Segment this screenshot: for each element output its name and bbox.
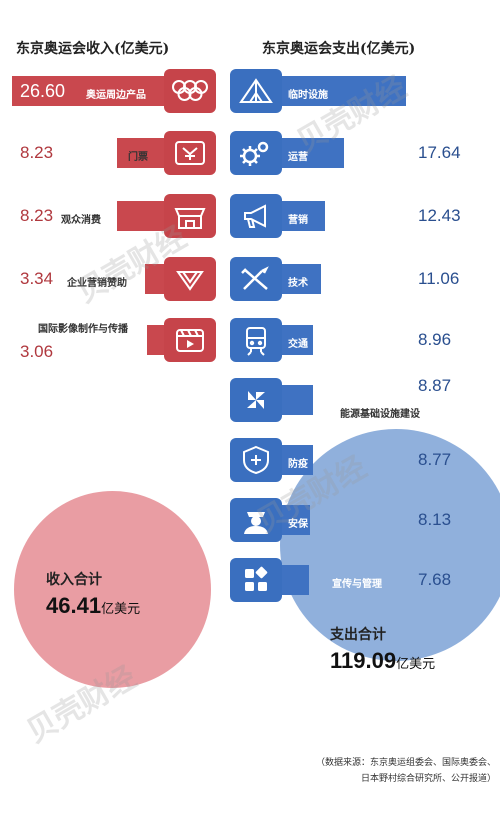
video-icon <box>176 329 204 352</box>
value-label-expense-7: 8.13 <box>418 510 452 529</box>
apps-icon-box <box>230 558 282 602</box>
expense-total-unit: 亿美元 <box>396 657 436 672</box>
megaphone-icon-box <box>230 194 282 238</box>
value-label-expense-4: 8.96 <box>418 330 452 349</box>
expense-title: 东京奥运会支出(亿美元) <box>262 41 416 57</box>
video-icon-box <box>164 318 216 362</box>
value-label-expense-6: 8.77 <box>418 450 452 469</box>
value-label-revenue-3: 3.34 <box>20 269 54 288</box>
shield-plus-icon <box>243 445 269 475</box>
value-label-expense-5: 8.87 <box>418 376 452 395</box>
apps-icon <box>245 566 268 591</box>
expense-total-value: 119.09亿美元 <box>330 648 435 674</box>
shop-icon-box <box>164 194 216 238</box>
value-label-expense-1: 17.64 <box>418 143 461 162</box>
tools-icon <box>241 266 269 290</box>
bar-expense-0 <box>282 76 406 106</box>
value-label-revenue-0: 26.60 <box>20 81 66 101</box>
value-label-expense-3: 11.06 <box>418 269 460 288</box>
bar-expense-5 <box>282 385 313 415</box>
bar-revenue-4 <box>147 325 164 355</box>
diamond-icon <box>176 271 204 291</box>
pinwheel-icon-box <box>230 378 282 422</box>
value-label-expense-0: 35.50 <box>422 81 468 101</box>
tent-icon <box>239 78 273 103</box>
category-label-revenue-1: 门票 <box>128 152 148 163</box>
data-source-note: （数据来源：东京奥运组委会、国际奥委会、 日本野村综合研究所、公开报道） <box>270 755 496 787</box>
shop-icon <box>174 208 206 229</box>
bar-expense-7 <box>282 505 310 535</box>
category-label-revenue-3: 企业营销赞助 <box>67 278 127 289</box>
olympic-rings-icon <box>172 80 208 101</box>
category-label-expense-8: 宣传与管理 <box>332 579 382 590</box>
bar-expense-6 <box>282 445 313 475</box>
category-label-revenue-2: 观众消费 <box>61 215 101 226</box>
category-label-expense-4: 交通 <box>288 339 308 350</box>
security-guard-icon <box>244 512 268 534</box>
category-label-expense-3: 技术 <box>288 278 308 289</box>
expense-total-label: 支出合计 <box>330 627 386 643</box>
olympic-rings-icon-box <box>164 69 216 113</box>
revenue-total-unit: 亿美元 <box>101 602 141 617</box>
pinwheel-icon <box>247 391 265 409</box>
category-label-revenue-4: 国际影像制作与传播 <box>38 324 128 335</box>
bar-revenue-1 <box>117 138 164 168</box>
bar-revenue-2 <box>117 201 164 231</box>
security-guard-icon-box <box>230 498 282 542</box>
category-label-revenue-0: 奥运周边产品 <box>86 90 146 101</box>
value-label-revenue-4: 3.06 <box>20 342 54 361</box>
revenue-total-label: 收入合计 <box>46 572 102 588</box>
bar-expense-8 <box>282 565 309 595</box>
diamond-icon-box <box>164 257 216 301</box>
train-icon <box>246 327 266 356</box>
value-label-expense-8: 7.68 <box>418 570 452 589</box>
gears-icon-box <box>230 131 282 175</box>
megaphone-icon <box>244 204 266 228</box>
value-label-expense-2: 12.43 <box>418 206 461 225</box>
category-label-expense-7: 安保 <box>288 519 308 530</box>
category-label-expense-0: 临时设施 <box>288 90 328 101</box>
category-label-expense-2: 营销 <box>288 215 308 226</box>
shield-plus-icon-box <box>230 438 282 482</box>
revenue-total-circle <box>14 491 211 688</box>
bar-revenue-3 <box>145 264 164 294</box>
expense-total-number: 119.09 <box>330 648 397 673</box>
category-label-expense-1: 运营 <box>288 152 308 163</box>
value-label-revenue-2: 8.23 <box>20 206 54 225</box>
category-label-expense-5: 能源基础设施建设 <box>340 409 420 420</box>
train-icon-box <box>230 318 282 362</box>
tent-icon-box <box>230 69 282 113</box>
revenue-title: 东京奥运会收入(亿美元) <box>16 41 170 57</box>
value-label-revenue-1: 8.23 <box>20 143 54 162</box>
data-source-line-1: （数据来源：东京奥运组委会、国际奥委会、 <box>315 758 496 768</box>
revenue-total-value: 46.41亿美元 <box>46 593 140 619</box>
bar-expense-1 <box>282 138 344 168</box>
revenue-total-number: 46.41 <box>46 593 102 618</box>
bar-expense-4 <box>282 325 313 355</box>
bar-expense-3 <box>282 264 321 294</box>
ticket-icon-box <box>164 131 216 175</box>
bar-expense-2 <box>282 201 325 231</box>
tools-icon-box <box>230 257 282 301</box>
expense-total-circle <box>280 429 500 661</box>
data-source-line-2: 日本野村综合研究所、公开报道） <box>360 774 496 784</box>
bar-revenue-0 <box>12 76 164 106</box>
ticket-icon <box>175 141 205 165</box>
category-label-expense-6: 防疫 <box>288 459 308 470</box>
gears-icon <box>240 141 269 166</box>
